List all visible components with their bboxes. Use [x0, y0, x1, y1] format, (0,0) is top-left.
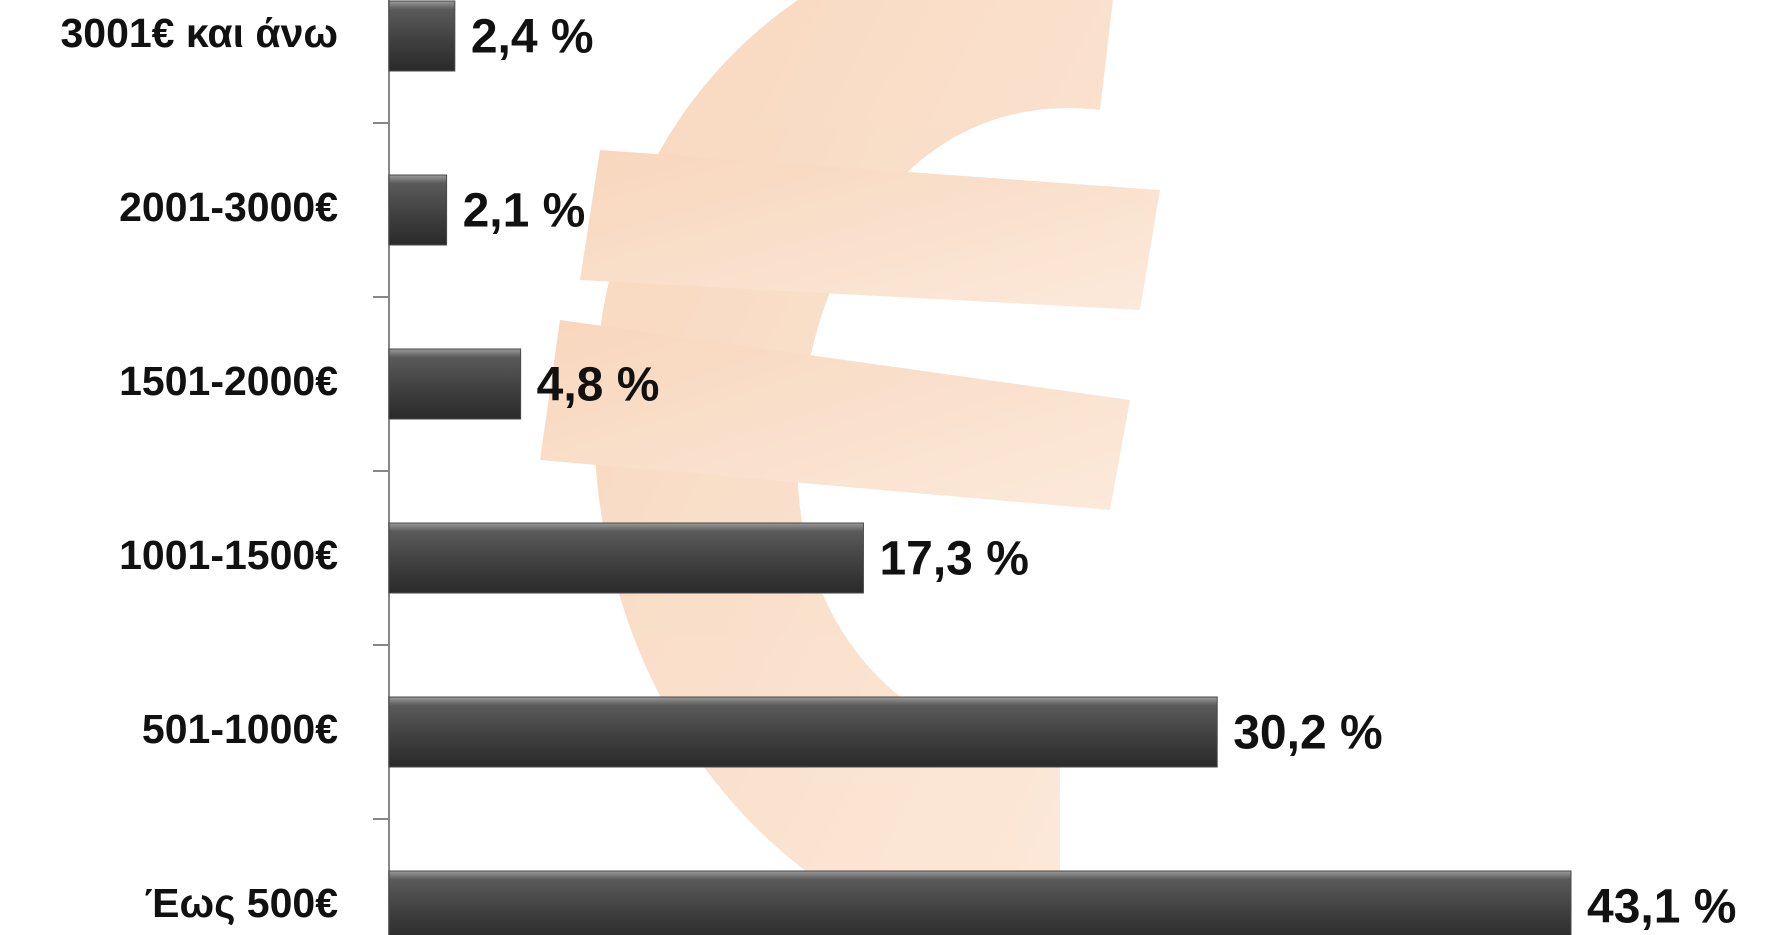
category-label: 1501-2000€: [119, 358, 338, 404]
category-label: Έως 500€: [144, 880, 338, 926]
category-label: 501-1000€: [142, 706, 338, 752]
value-label: 2,4 %: [471, 11, 594, 64]
bar: [388, 870, 1572, 935]
category-label: 2001-3000€: [119, 184, 338, 230]
value-label: 17,3 %: [879, 533, 1028, 586]
value-label: 30,2 %: [1233, 707, 1382, 760]
bar: [388, 0, 456, 72]
category-label: 1001-1500€: [119, 532, 338, 578]
euro-background: [540, 0, 1160, 935]
bar: [388, 174, 448, 246]
bar: [388, 348, 522, 420]
category-label: 3001€ και άνω: [60, 10, 338, 56]
value-label: 2,1 %: [463, 185, 586, 238]
bar: [388, 696, 1218, 768]
value-label: 4,8 %: [537, 359, 660, 412]
value-label: 43,1 %: [1587, 881, 1736, 934]
bar: [388, 522, 864, 594]
